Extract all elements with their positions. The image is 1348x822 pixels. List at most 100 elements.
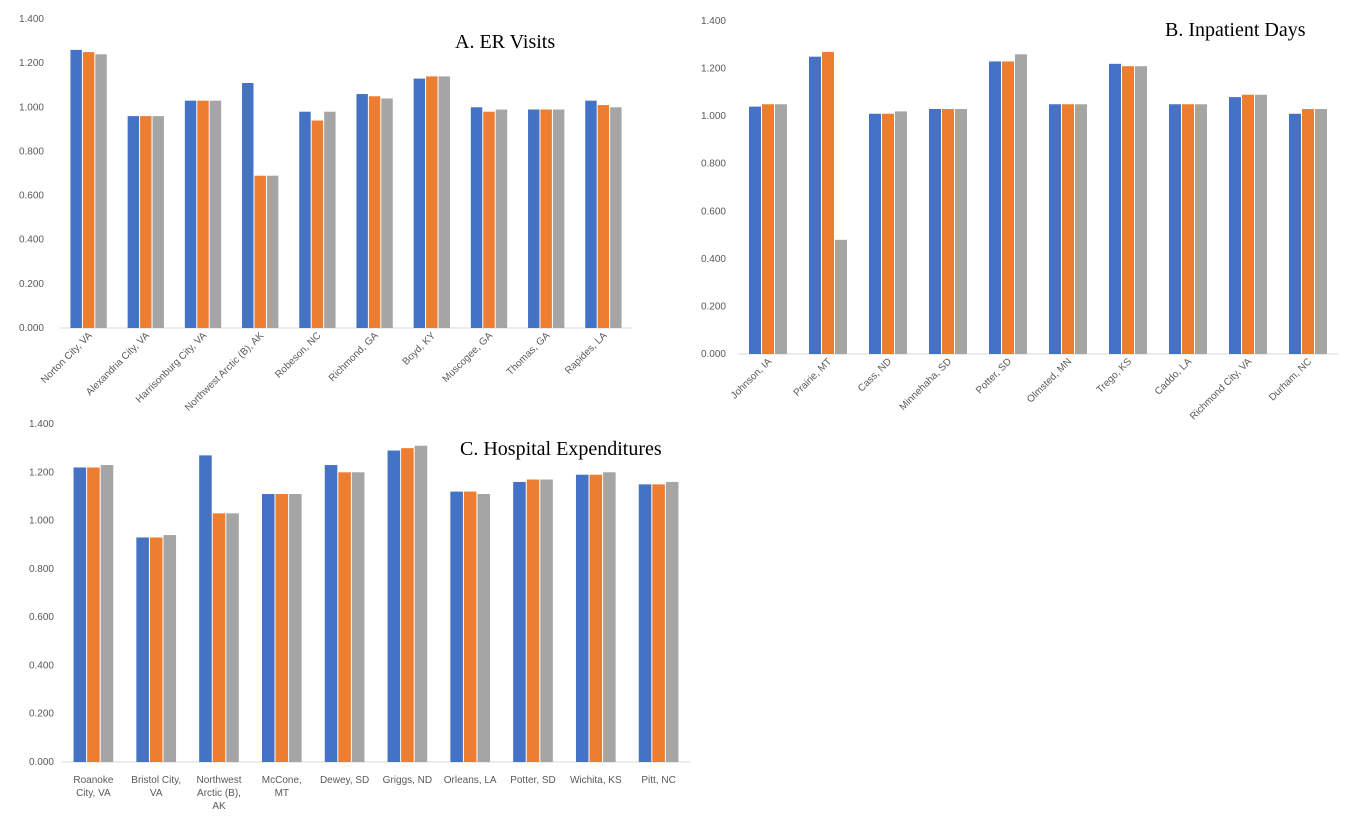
bar-series-2 [254, 175, 266, 328]
bar-series-2 [1302, 109, 1314, 354]
bar-series-3 [351, 472, 365, 762]
y-tick-label: 0.800 [19, 146, 44, 157]
x-category-label: Pitt, NC [641, 775, 675, 786]
bar-series-1 [929, 109, 941, 354]
bar-series-3 [324, 111, 336, 328]
bar-series-2 [87, 467, 100, 762]
x-category-label: Alexandria City, VA [84, 330, 152, 398]
bar-series-2 [1002, 61, 1014, 354]
bar-series-3 [226, 513, 239, 762]
chart-title: A. ER Visits [455, 31, 555, 53]
bar-series-3 [289, 494, 302, 762]
bar-series-1 [70, 49, 82, 329]
bar-series-3 [665, 481, 679, 762]
bar-series-2 [149, 537, 163, 762]
y-tick-label: 0.200 [701, 301, 726, 312]
bar-series-2 [942, 109, 954, 354]
bar-series-2 [275, 494, 289, 762]
bar-series-2 [1242, 94, 1254, 354]
bar-series-1 [528, 109, 540, 328]
bar-series-3 [209, 100, 222, 329]
x-category-label: Norton City, VA [39, 330, 95, 386]
y-tick-label: 0.400 [19, 235, 44, 246]
y-tick-label: 1.000 [19, 102, 44, 113]
y-tick-label: 1.200 [701, 64, 726, 75]
bar-series-3 [1315, 109, 1327, 354]
bar-series-1 [1289, 113, 1301, 354]
x-category-label: Prairie, MT [792, 356, 834, 398]
bar-series-1 [869, 113, 881, 354]
bar-series-3 [1255, 94, 1267, 354]
x-category-label: Cass, ND [856, 356, 894, 394]
bar-series-1 [809, 56, 821, 355]
x-category-label: Caddo, LA [1153, 356, 1194, 397]
bar-series-1 [261, 494, 275, 762]
bar-series-2 [822, 51, 834, 355]
bar-series-3 [95, 54, 107, 329]
x-category-label: Muscogee, GA [441, 330, 496, 385]
x-category-label: Trego, KS [1095, 356, 1135, 396]
bar-series-3 [414, 445, 428, 762]
bar-series-2 [401, 448, 414, 762]
bar-series-3 [1195, 104, 1207, 354]
y-tick-label: 1.400 [701, 16, 726, 27]
x-category-label: McCone, MT [262, 775, 302, 799]
x-category-label: Richmond City, VA [1188, 356, 1254, 422]
bar-series-2 [212, 513, 226, 762]
bar-series-3 [381, 98, 393, 328]
bar-series-2 [338, 472, 351, 762]
x-category-label: Roanoke City, VA [73, 775, 113, 799]
bar-series-1 [989, 61, 1001, 354]
bar-series-1 [356, 94, 368, 329]
x-category-label: Griggs, ND [383, 775, 432, 786]
bar-series-2 [140, 116, 152, 328]
y-tick-label: 0.800 [29, 564, 54, 575]
bar-series-2 [526, 479, 540, 762]
bar-series-3 [775, 104, 787, 354]
bar-series-1 [749, 106, 761, 354]
bar-series-3 [895, 111, 907, 354]
bar-series-1 [73, 467, 87, 762]
y-tick-label: 0.600 [29, 612, 54, 623]
bar-series-3 [955, 109, 967, 354]
bar-series-1 [199, 455, 212, 762]
bar-series-3 [163, 535, 177, 762]
x-category-label: Johnson, IA [729, 356, 774, 401]
bar-series-1 [470, 107, 483, 329]
y-tick-label: 0.400 [701, 254, 726, 265]
bar-series-3 [152, 116, 164, 328]
x-category-label: Orleans, LA [444, 775, 497, 786]
bar-series-2 [1182, 104, 1194, 354]
bar-series-1 [127, 116, 140, 328]
bar-series-3 [603, 472, 616, 762]
bar-series-1 [1049, 104, 1061, 354]
bar-series-1 [184, 100, 197, 329]
chart-title: B. Inpatient Days [1165, 19, 1306, 41]
chart-1: 0.000 0.200 0.400 0.600 0.800 1.000 1.200 1.400… [19, 14, 632, 414]
x-category-label: Thomas, GA [505, 330, 553, 378]
bar-series-2 [463, 491, 477, 762]
y-tick-label: 1.200 [19, 58, 44, 69]
bar-series-1 [450, 491, 463, 762]
chart-2: 0.000 0.200 0.400 0.600 0.800 1.000 1.200 1.400… [701, 16, 1338, 422]
bar-series-3 [1135, 66, 1147, 354]
y-tick-label: 1.400 [29, 419, 54, 430]
bar-series-1 [413, 78, 426, 328]
y-tick-label: 1.000 [701, 111, 726, 122]
x-category-label: Richmond, GA [327, 330, 381, 384]
bar-series-3 [610, 107, 622, 329]
x-category-label: Rapides, LA [563, 330, 610, 377]
bar-series-3 [552, 109, 565, 328]
bar-series-1 [242, 83, 254, 328]
chart-title: C. Hospital Expenditures [460, 438, 662, 460]
bar-series-1 [638, 484, 652, 762]
bar-series-2 [426, 76, 438, 328]
bar-series-2 [197, 100, 209, 329]
x-category-label: Durham, NC [1267, 356, 1314, 403]
bar-series-3 [495, 109, 508, 328]
y-tick-label: 0.400 [29, 660, 54, 671]
y-tick-label: 1.400 [19, 14, 44, 25]
chart-3: 0.000 0.200 0.400 0.600 0.800 1.000 1.200 1.400… [29, 419, 690, 812]
y-tick-label: 0.000 [19, 323, 44, 334]
